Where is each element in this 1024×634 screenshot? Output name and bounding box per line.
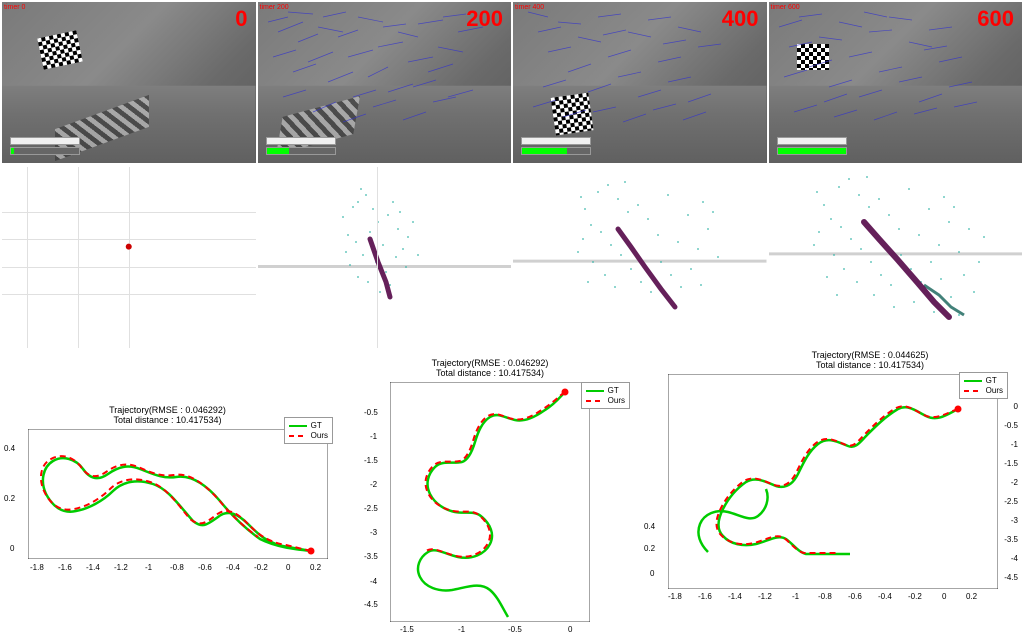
checkerboard-icon <box>37 30 83 70</box>
pointcloud-panel-0 <box>2 167 256 348</box>
pointcloud-svg <box>513 167 767 348</box>
legend: GT Ours <box>284 417 333 444</box>
trajectory-row: Trajectory(RMSE : 0.046292) Total distan… <box>0 350 1024 630</box>
frame-number: 400 <box>722 6 759 32</box>
legend: GT Ours <box>581 382 630 409</box>
progress-bar <box>521 137 591 155</box>
camera-frame-600: timer 600 600 <box>769 2 1023 163</box>
frame-label: timer 0 <box>4 4 25 11</box>
trajectory-chart <box>390 382 590 622</box>
pointcloud-svg <box>2 167 256 348</box>
trajectory-chart <box>668 374 998 589</box>
trajectory-panel-1: Trajectory(RMSE : 0.046292) Total distan… <box>0 405 335 559</box>
progress-bar <box>266 137 336 155</box>
progress-bar <box>10 137 80 155</box>
camera-frame-200: timer 200 200 <box>258 2 512 163</box>
camera-frames-row: timer 0 0 timer 200 200 <box>0 0 1024 165</box>
pointcloud-panel-200 <box>258 167 512 348</box>
frame-number: 200 <box>466 6 503 32</box>
pointcloud-svg <box>258 167 512 348</box>
pointcloud-panel-400 <box>513 167 767 348</box>
pointcloud-row <box>0 165 1024 350</box>
camera-frame-0: timer 0 0 <box>2 2 256 163</box>
frame-number: 0 <box>235 6 247 32</box>
frame-label: timer 200 <box>260 4 289 11</box>
traj-title: Trajectory(RMSE : 0.044625) Total distan… <box>720 350 1020 370</box>
trajectory-panel-3: Trajectory(RMSE : 0.044625) Total distan… <box>640 350 1020 589</box>
trajectory-panel-2: Trajectory(RMSE : 0.046292) Total distan… <box>350 358 630 622</box>
pointcloud-panel-600 <box>769 167 1023 348</box>
frame-label: timer 600 <box>771 4 800 11</box>
pointcloud-svg <box>769 167 1023 348</box>
traj-title: Trajectory(RMSE : 0.046292) Total distan… <box>350 358 630 378</box>
frame-number: 600 <box>977 6 1014 32</box>
progress-bar <box>777 137 847 155</box>
frame-label: timer 400 <box>515 4 544 11</box>
trajectory-chart <box>28 429 328 559</box>
camera-frame-400: timer 400 400 <box>513 2 767 163</box>
legend: GT Ours <box>959 372 1008 399</box>
